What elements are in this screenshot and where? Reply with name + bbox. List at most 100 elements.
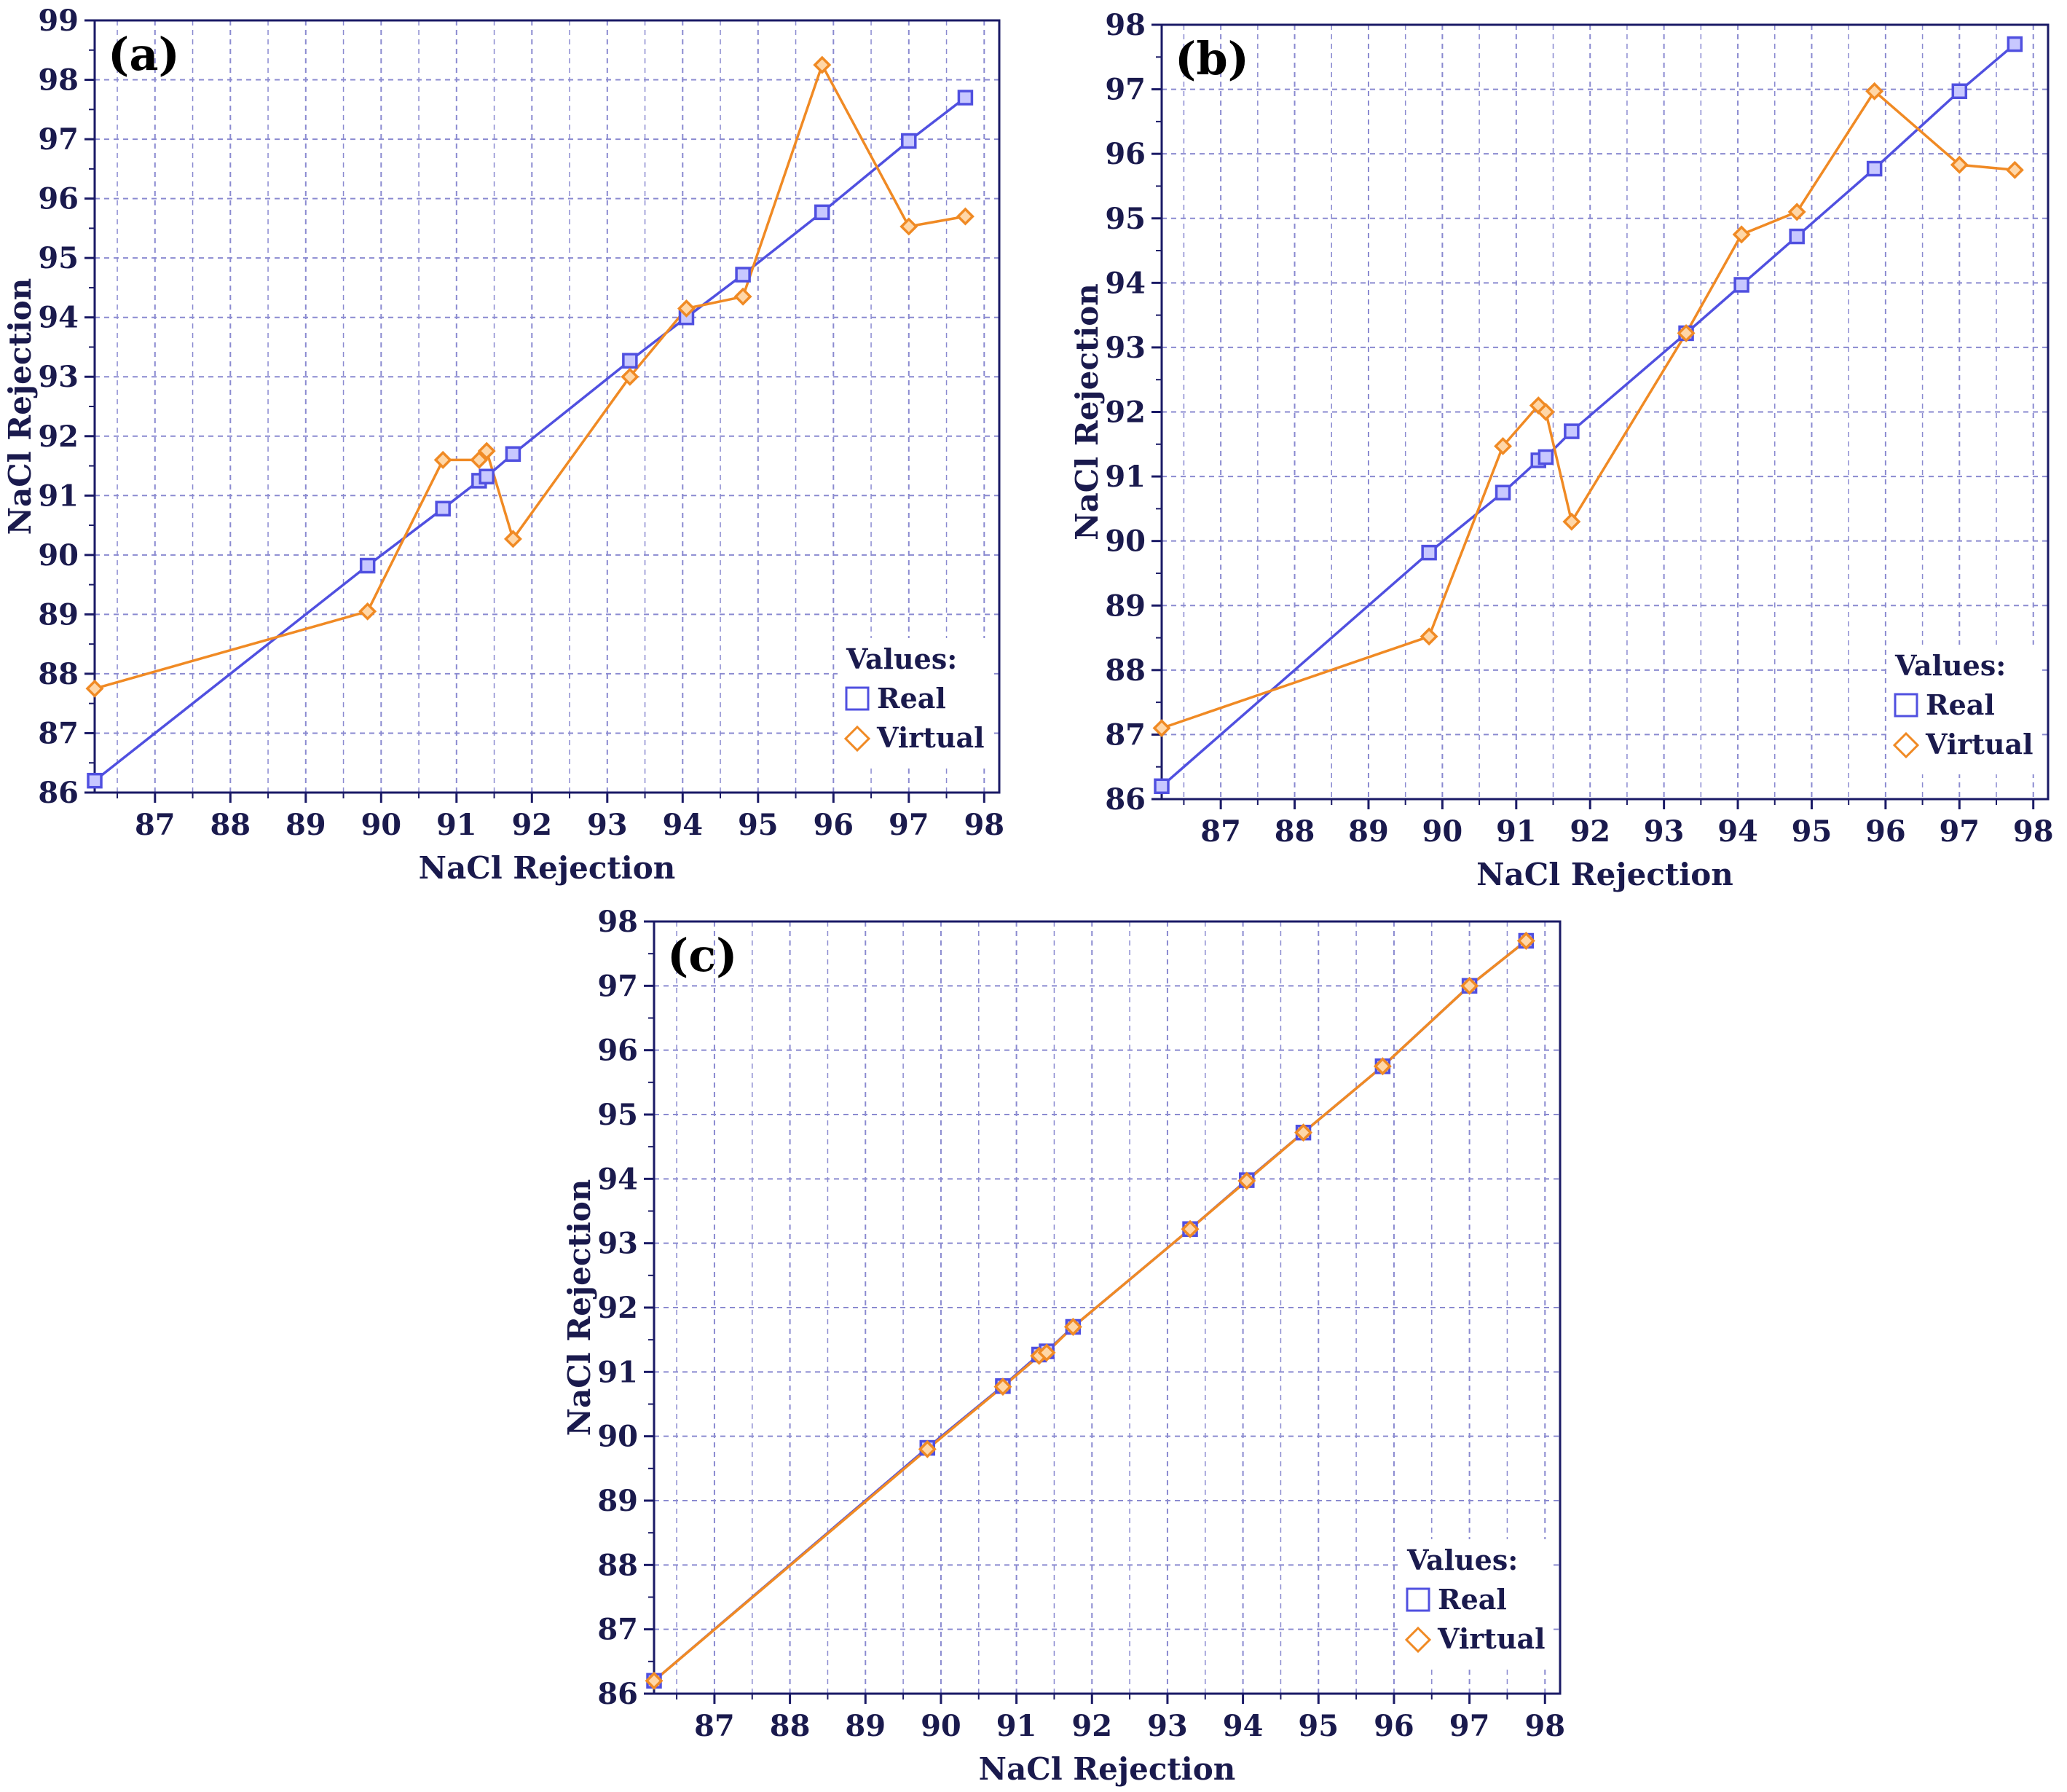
x-tick-label: 93 [587, 808, 628, 842]
data-point-real [505, 446, 521, 462]
legend: Values: Real Virtual [838, 638, 991, 768]
x-tick-label: 94 [1223, 1709, 1264, 1743]
x-tick-label: 91 [1496, 814, 1537, 849]
legend-real-label: Real [1926, 688, 1995, 721]
y-tick-label: 95 [1105, 202, 1146, 236]
data-point-virtual [1950, 155, 1969, 174]
data-point-virtual [1037, 1343, 1056, 1362]
y-tick-label: 96 [1105, 137, 1146, 171]
data-point-real [435, 500, 451, 516]
data-point-virtual [1787, 203, 1806, 221]
data-point-real [1154, 778, 1170, 795]
x-tick-label: 92 [511, 808, 552, 842]
data-point-virtual [1237, 1171, 1256, 1190]
data-point-virtual [1420, 627, 1438, 646]
x-tick-label: 91 [436, 808, 477, 842]
x-tick-label: 88 [210, 808, 251, 842]
data-point-virtual [645, 1671, 664, 1690]
y-tick-label: 89 [597, 1484, 638, 1518]
y-tick-label: 97 [1105, 73, 1146, 107]
data-point-real [622, 353, 638, 369]
x-tick-label: 88 [770, 1709, 811, 1743]
data-point-virtual [733, 287, 752, 306]
data-point-virtual [918, 1439, 937, 1458]
data-point-real [359, 557, 376, 574]
y-tick-label: 92 [1105, 396, 1146, 430]
data-point-real [2007, 36, 2023, 52]
chart-panel-b: 87 88 89 90 91 92 93 94 95 96 97 98 86 87 88 89 90 91 92 93… [1069, 8, 2054, 892]
data-point-virtual [1063, 1318, 1082, 1336]
data-point-real [1951, 83, 1968, 99]
data-point-virtual [993, 1378, 1012, 1396]
x-tick-label: 89 [1348, 814, 1389, 849]
x-tick-label: 98 [964, 808, 1004, 842]
data-point-virtual [956, 207, 975, 226]
y-tick-label: 94 [38, 301, 79, 335]
data-point-real [901, 133, 917, 149]
y-tick-label: 92 [597, 1291, 638, 1325]
y-tick-label: 93 [597, 1227, 638, 1261]
chart-panel-c: 87 88 89 90 91 92 93 94 95 96 97 98 86 87 88 89 90 91 92 93… [562, 905, 1565, 1787]
y-tick-label: 95 [38, 241, 79, 275]
data-point-real [1564, 423, 1580, 439]
series-line-real [93, 96, 966, 782]
legend-virtual-label: Virtual [876, 721, 985, 754]
x-tick-label: 92 [1071, 1709, 1112, 1743]
x-tick-label: 95 [1792, 814, 1832, 849]
data-point-real [735, 267, 751, 283]
y-tick-label: 87 [597, 1613, 638, 1647]
y-tick-label: 98 [38, 63, 79, 98]
data-point-real [1866, 160, 1883, 177]
y-tick-label: 91 [597, 1355, 638, 1389]
x-tick-label: 89 [286, 808, 326, 842]
data-point-virtual [1294, 1123, 1313, 1142]
data-point-real [1789, 228, 1805, 245]
legend-real-square-icon [1406, 1587, 1430, 1612]
data-point-virtual [358, 602, 377, 621]
data-point-real [814, 204, 830, 221]
data-point-virtual [677, 299, 696, 318]
x-tick-label: 95 [738, 808, 779, 842]
x-tick-label: 92 [1570, 814, 1610, 849]
data-point-virtual [85, 679, 104, 698]
y-tick-label: 98 [597, 905, 638, 939]
y-tick-label: 91 [38, 479, 79, 513]
y-tick-label: 88 [38, 657, 79, 691]
y-tick-label: 93 [38, 360, 79, 394]
data-point-real [87, 772, 103, 789]
legend-title: Values: [846, 642, 957, 675]
y-tick-label: 93 [1105, 331, 1146, 365]
y-tick-label: 96 [38, 182, 79, 216]
y-axis-title: NaCl Rejection [2, 278, 38, 535]
x-tick-label: 98 [2013, 814, 2054, 849]
y-axis-title: NaCl Rejection [562, 1179, 597, 1437]
legend-title: Values: [1894, 649, 2006, 682]
data-point-virtual [1516, 932, 1535, 950]
legend-virtual-label: Virtual [1437, 1622, 1546, 1655]
data-point-virtual [503, 530, 522, 549]
panel-label: (b) [1175, 32, 1249, 85]
legend-real-square-icon [845, 686, 870, 711]
data-point-real [1538, 449, 1554, 465]
x-axis-title: NaCl Rejection [979, 1751, 1236, 1787]
y-tick-label: 92 [38, 420, 79, 454]
y-tick-label: 87 [1105, 718, 1146, 752]
y-tick-label: 87 [38, 716, 79, 750]
x-tick-label: 96 [1865, 814, 1906, 849]
x-tick-label: 90 [1422, 814, 1463, 849]
x-tick-label: 97 [889, 808, 929, 842]
y-tick-label: 88 [1105, 653, 1146, 688]
data-point-virtual [1373, 1057, 1392, 1076]
x-tick-label: 94 [662, 808, 703, 842]
y-tick-label: 89 [1105, 589, 1146, 623]
data-point-virtual [433, 450, 452, 469]
x-tick-label: 93 [1644, 814, 1685, 849]
x-tick-label: 91 [996, 1709, 1037, 1743]
x-tick-label: 97 [1449, 1709, 1490, 1743]
x-tick-label: 95 [1298, 1709, 1339, 1743]
y-tick-label: 86 [1105, 782, 1146, 817]
series-line-virtual [94, 63, 966, 690]
x-axis-title: NaCl Rejection [419, 850, 676, 886]
data-point-virtual [1562, 512, 1581, 531]
x-tick-label: 94 [1717, 814, 1758, 849]
